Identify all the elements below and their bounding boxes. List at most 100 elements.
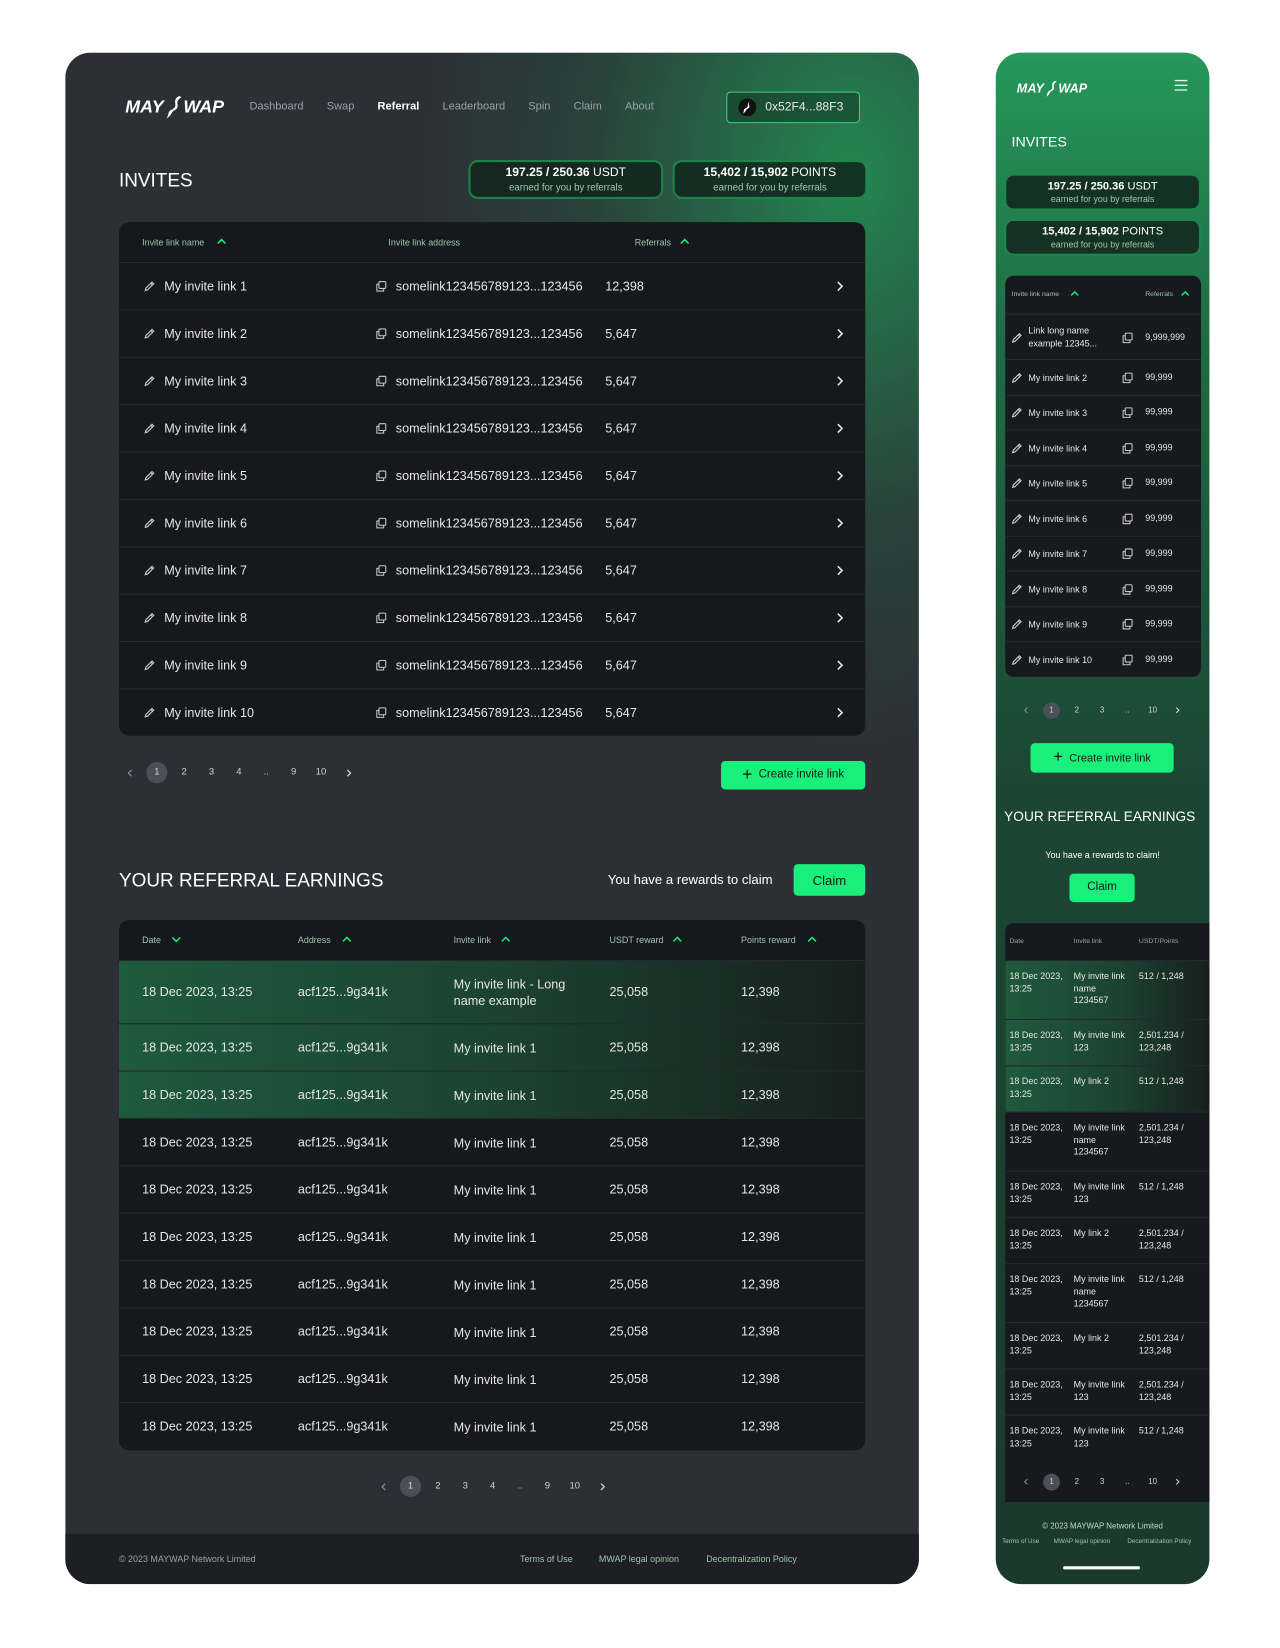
nav: Dashboard Swap Referral Leaderboard Spin Clai…	[249, 100, 653, 113]
nav-link[interactable]: Referral	[377, 99, 420, 113]
page-number[interactable]: 10	[315, 766, 327, 777]
page-number[interactable]: ..	[517, 1480, 523, 1491]
footer-link[interactable]: MWAP legal opinion	[598, 1553, 680, 1565]
referrals: 5,647	[605, 610, 637, 626]
table-row: My invite link 2 99,999	[1005, 358, 1202, 395]
row-open	[834, 422, 847, 435]
link-address: somelink123456789123...123456	[395, 563, 583, 578]
page-number[interactable]: 3	[1099, 1476, 1105, 1487]
column-header: Invite link address	[388, 236, 461, 248]
edit-icon-svg	[1011, 372, 1022, 383]
cell: 12,398	[741, 984, 780, 999]
nav-link[interactable]: Leaderboard	[442, 99, 506, 113]
cell: acf125...9g341k	[297, 1039, 388, 1055]
row-open-svg	[837, 518, 844, 528]
sort-icon-svg	[342, 936, 352, 942]
page-number[interactable]: 3	[462, 1480, 468, 1491]
page-number[interactable]: 2	[1074, 704, 1079, 715]
logo-text: WAP	[1058, 81, 1088, 97]
cell: 25,058	[609, 1228, 649, 1244]
copy-icon-svg	[376, 328, 387, 339]
referrals: 99,999	[1145, 371, 1173, 382]
edit-icon-svg	[144, 470, 155, 481]
cell: 18 Dec 2023, 13:25	[1009, 970, 1063, 994]
nav-link[interactable]: Spin	[528, 99, 551, 113]
footer: © 2023 MAYWAP Network Limited Terms of Us…	[65, 1533, 919, 1585]
button-label: Claim	[1087, 881, 1117, 894]
table-row: My invite link 10 somelink123456789123...…	[118, 688, 866, 735]
cell: 18 Dec 2023, 13:25	[1009, 1227, 1063, 1250]
table-row: Link long name example 12345... 9,999,999	[1005, 313, 1202, 360]
button[interactable]: Claim	[793, 864, 866, 896]
referrals: 99,999	[1145, 441, 1173, 453]
page-number[interactable]: 1	[146, 762, 168, 784]
edit-icon-svg	[1011, 407, 1022, 418]
nav-link[interactable]: About	[624, 99, 654, 113]
page-number[interactable]: ..	[1125, 1476, 1130, 1487]
page-number[interactable]: 9	[544, 1480, 550, 1491]
footer-link[interactable]: Decentralization Policy	[706, 1553, 797, 1565]
cell: My invite link 123	[1073, 1425, 1125, 1448]
row-open-svg	[837, 613, 844, 623]
nav-link[interactable]: Claim	[573, 99, 602, 113]
referrals: 99,999	[1145, 512, 1173, 523]
edit-icon-svg	[144, 518, 155, 529]
page-prev-svg	[1024, 707, 1028, 714]
nav-link[interactable]: Swap	[326, 99, 355, 113]
sort-icon	[679, 236, 691, 248]
nav-link[interactable]: Dashboard	[249, 99, 304, 113]
copy-icon-svg	[376, 517, 387, 529]
footer-link[interactable]: Terms of Use	[1002, 1538, 1040, 1546]
page-number[interactable]: 4	[489, 1480, 496, 1491]
edit-icon	[1010, 442, 1023, 455]
page-number[interactable]: 2	[435, 1480, 441, 1491]
table-row: 18 Dec 2023, 13:25 acf125...9g341k My invi…	[118, 1259, 866, 1308]
wallet-button[interactable]: 0x52F4...88F3	[726, 91, 860, 124]
edit-icon-svg	[144, 612, 155, 623]
cell: 18 Dec 2023, 13:25	[142, 1181, 253, 1197]
cell: My invite link name 1234567	[1073, 1122, 1125, 1157]
page-number[interactable]: 4	[236, 766, 242, 777]
cell: 2,501.234 / 123,248	[1138, 1029, 1184, 1053]
stat-caption: earned for you by referrals	[1050, 239, 1155, 250]
page-number[interactable]: 1	[400, 1475, 421, 1497]
page-number[interactable]: 10	[1148, 704, 1157, 715]
page-number[interactable]: ..	[263, 766, 269, 777]
button[interactable]: Claim	[1069, 873, 1135, 903]
cell: My invite link 123	[1073, 1378, 1125, 1402]
button[interactable]: + Create invite link	[721, 761, 866, 790]
cell: 18 Dec 2023, 13:25	[142, 1086, 253, 1102]
edit-icon	[1010, 331, 1023, 344]
page-number[interactable]: 1	[1042, 701, 1061, 720]
link-address: somelink123456789123...123456	[395, 610, 583, 626]
edit-icon	[143, 659, 156, 672]
stat-card: 15,402 / 15,902 POINTS earned for you by …	[672, 159, 868, 199]
footer-link[interactable]: MWAP legal opinion	[1053, 1538, 1111, 1546]
page-number[interactable]: 1	[1042, 1473, 1061, 1491]
page-number[interactable]: ..	[1125, 704, 1130, 715]
page-number[interactable]: 2	[1074, 1476, 1079, 1487]
page-number[interactable]: 3	[1099, 704, 1105, 715]
footer-link[interactable]: Terms of Use	[519, 1553, 573, 1565]
sort-icon-svg	[1181, 290, 1190, 296]
page-number[interactable]: 9	[291, 766, 297, 777]
page-number[interactable]: 2	[181, 766, 187, 777]
page-number[interactable]: 3	[208, 766, 215, 777]
sort-icon	[672, 934, 684, 946]
footer-link[interactable]: Decentralization Policy	[1127, 1538, 1192, 1546]
table-row: My invite link 7 99,999	[1005, 535, 1202, 571]
row-open-svg	[837, 376, 844, 386]
button[interactable]: + Create invite link	[1030, 743, 1174, 773]
referrals: 99,999	[1145, 477, 1173, 488]
row-open-svg	[837, 471, 844, 481]
page-number[interactable]: 10	[569, 1480, 580, 1491]
cell: My invite link 1	[453, 1087, 537, 1103]
link-name: My invite link 2	[164, 326, 248, 342]
cell: 2,501.234 / 123,248	[1138, 1227, 1184, 1250]
page-number[interactable]: 10	[1148, 1476, 1157, 1487]
copy-icon-svg	[376, 470, 387, 482]
button-label: Claim	[812, 873, 847, 889]
stat-unit: POINTS	[1121, 224, 1164, 238]
row-open	[834, 612, 847, 625]
